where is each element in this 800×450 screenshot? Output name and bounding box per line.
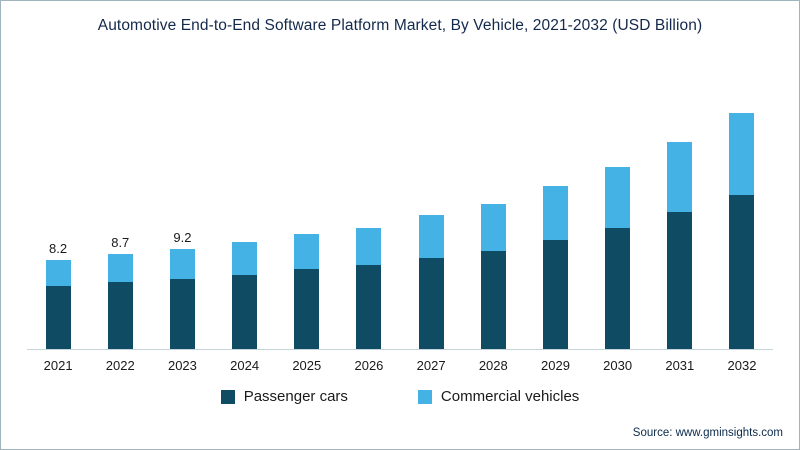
total-value-label-2022: 8.7 (111, 235, 130, 251)
bar-2031 (667, 142, 693, 349)
bar-2022 (107, 254, 133, 349)
x-axis-label-2024: 2024 (230, 358, 260, 373)
bar-group-2022: 8.7 (89, 235, 151, 349)
bar-group-2029 (524, 185, 586, 349)
bar-segment-passenger-cars-2029 (542, 240, 568, 349)
bar-2029 (542, 185, 568, 349)
x-axis-label-2030: 2030 (603, 358, 633, 373)
bar-2024 (232, 242, 258, 349)
bar-segment-passenger-cars-2030 (605, 228, 631, 349)
bar-segment-commercial-vehicles-2026 (356, 228, 382, 266)
chart-legend: Passenger cars Commercial vehicles (1, 388, 799, 405)
bar-group-2025 (276, 233, 338, 349)
x-axis-label-2025: 2025 (292, 358, 322, 373)
bar-2030 (605, 167, 631, 349)
legend-item-passenger-cars: Passenger cars (220, 388, 348, 405)
x-axis-label-2022: 2022 (105, 358, 135, 373)
legend-label-passenger-cars: Passenger cars (243, 388, 348, 405)
legend-item-commercial-vehicles: Commercial vehicles (417, 388, 580, 405)
bar-group-2026 (338, 228, 400, 349)
bar-segment-commercial-vehicles-2029 (542, 185, 568, 241)
bar-2021 (45, 259, 71, 349)
bar-segment-commercial-vehicles-2021 (45, 259, 71, 286)
x-axis-label-2031: 2031 (665, 358, 695, 373)
legend-swatch-commercial-vehicles (417, 389, 432, 404)
bar-segment-commercial-vehicles-2030 (605, 167, 631, 229)
x-axis-labels: 2021 2022 2023 2024 2025 2026 2027 2028 2029 2030… (27, 350, 773, 373)
bar-segment-commercial-vehicles-2024 (232, 242, 258, 276)
source-label: Source: (632, 427, 673, 439)
bar-2026 (356, 228, 382, 349)
x-axis-label-2021: 2021 (43, 358, 73, 373)
total-value-label-2023: 9.2 (173, 229, 192, 245)
bar-segment-commercial-vehicles-2022 (107, 254, 133, 282)
bar-segment-passenger-cars-2021 (45, 285, 71, 349)
bar-group-2021: 8.2 (27, 241, 89, 349)
plot-area: 8.2 8.7 9.2 (27, 71, 773, 350)
bar-segment-commercial-vehicles-2023 (169, 248, 195, 280)
bar-2023 (169, 248, 195, 349)
bar-2032 (729, 113, 755, 349)
bar-segment-passenger-cars-2024 (232, 275, 258, 349)
bar-2027 (418, 215, 444, 349)
bar-segment-passenger-cars-2028 (480, 251, 506, 349)
bar-segment-passenger-cars-2032 (729, 194, 755, 349)
bar-group-2032 (711, 113, 773, 349)
bar-group-2031 (649, 142, 711, 349)
bar-group-2027 (400, 215, 462, 349)
bar-group-2028 (462, 204, 524, 349)
x-axis-label-2026: 2026 (354, 358, 384, 373)
x-axis-label-2032: 2032 (727, 358, 757, 373)
bar-2025 (294, 233, 320, 349)
total-value-label-2021: 8.2 (49, 240, 68, 256)
bar-2028 (480, 204, 506, 349)
bar-segment-passenger-cars-2023 (169, 279, 195, 349)
chart-title: Automotive End-to-End Software Platform … (97, 17, 703, 34)
bar-segment-passenger-cars-2031 (667, 211, 693, 349)
x-axis-label-2027: 2027 (416, 358, 446, 373)
legend-swatch-passenger-cars (220, 389, 235, 404)
bar-segment-commercial-vehicles-2031 (667, 142, 693, 212)
bar-segment-commercial-vehicles-2028 (480, 204, 506, 252)
bar-segment-passenger-cars-2025 (294, 268, 320, 349)
bar-segment-passenger-cars-2027 (418, 257, 444, 349)
bar-segment-commercial-vehicles-2027 (418, 215, 444, 258)
bar-segment-passenger-cars-2022 (107, 281, 133, 349)
source-value: www.gminsights.com (675, 427, 783, 439)
bar-segment-commercial-vehicles-2032 (729, 113, 755, 195)
bar-segment-commercial-vehicles-2025 (294, 233, 320, 269)
bar-group-2030 (587, 167, 649, 349)
x-axis-label-2029: 2029 (541, 358, 570, 373)
x-axis-label-2028: 2028 (478, 358, 508, 373)
bar-group-2023: 9.2 (151, 230, 213, 349)
bar-segment-passenger-cars-2026 (356, 265, 382, 349)
x-axis-label-2023: 2023 (167, 358, 197, 373)
bar-group-2024 (214, 242, 276, 349)
source-credit: Source: www.gminsights.com (633, 427, 783, 439)
legend-label-commercial-vehicles: Commercial vehicles (440, 388, 580, 405)
stacked-bar-chart: 8.2 8.7 9.2 2021 2022 2023 2024 2025 2026 2027 20… (27, 71, 773, 373)
